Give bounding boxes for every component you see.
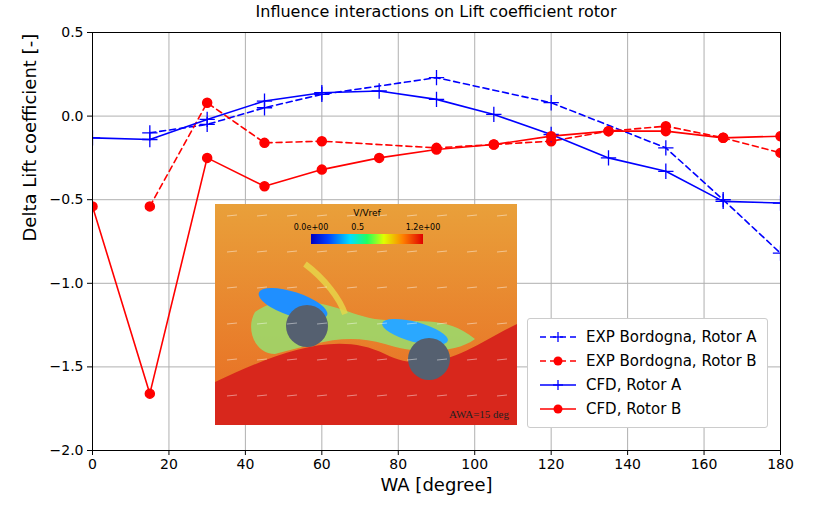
svg-text:WA [degree]: WA [degree] (381, 474, 493, 495)
svg-text:0.5: 0.5 (61, 24, 83, 40)
svg-text:0.5: 0.5 (351, 223, 364, 232)
svg-text:100: 100 (461, 456, 488, 472)
svg-text:80: 80 (389, 456, 407, 472)
html-text:EXP Bordogna, Rotor A: EXP Bordogna, Rotor A (586, 328, 757, 346)
svg-text:160: 160 (691, 456, 718, 472)
svg-text:40: 40 (236, 456, 254, 472)
svg-text:120: 120 (538, 456, 565, 472)
svg-text:0.0e+00: 0.0e+00 (294, 223, 329, 232)
svg-text:1.2e+00: 1.2e+00 (406, 223, 441, 232)
svg-text:V/Vref: V/Vref (353, 208, 381, 218)
svg-text:20: 20 (160, 456, 178, 472)
svg-text:−1.5: −1.5 (50, 358, 84, 374)
svg-text:180: 180 (767, 456, 794, 472)
html-text:Influence interactions on Lift: Influence interactions on Lift coefficie… (255, 2, 617, 21)
html-text:CFD, Rotor B: CFD, Rotor B (586, 400, 682, 418)
svg-text:−1.0: −1.0 (50, 275, 84, 291)
svg-text:Delta Lift coefficient [-]: Delta Lift coefficient [-] (19, 34, 40, 242)
html-text:EXP Bordogna, Rotor B: EXP Bordogna, Rotor B (586, 352, 757, 370)
svg-text:0: 0 (88, 456, 97, 472)
svg-text:AWA=15 deg: AWA=15 deg (449, 408, 510, 420)
svg-text:−0.5: −0.5 (50, 191, 84, 207)
svg-text:0.0: 0.0 (61, 108, 83, 124)
svg-text:60: 60 (313, 456, 331, 472)
svg-text:−2.0: −2.0 (50, 442, 84, 458)
svg-text:140: 140 (614, 456, 641, 472)
html-text:CFD, Rotor A: CFD, Rotor A (586, 376, 682, 394)
